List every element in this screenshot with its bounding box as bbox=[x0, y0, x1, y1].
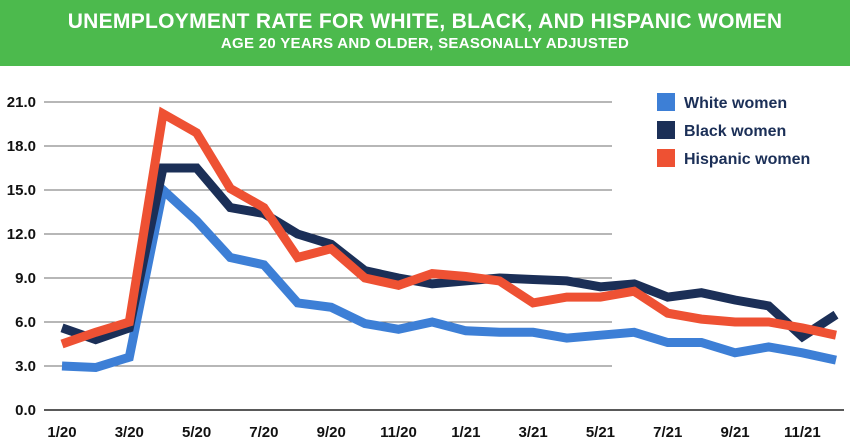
chart-subtitle: AGE 20 YEARS AND OLDER, SEASONALLY ADJUS… bbox=[220, 35, 630, 52]
x-tick-label: 9/21 bbox=[720, 424, 749, 441]
x-tick-label: 11/21 bbox=[784, 424, 821, 441]
y-tick-label: 6.0 bbox=[15, 314, 36, 331]
x-tick-label: 5/20 bbox=[182, 424, 211, 441]
series-line-white-women bbox=[61, 181, 837, 373]
y-tick-label: 3.0 bbox=[15, 358, 36, 375]
legend-swatch bbox=[657, 121, 675, 139]
legend-swatch bbox=[657, 93, 675, 111]
title-banner: UNEMPLOYMENT RATE FOR WHITE, BLACK, AND … bbox=[0, 0, 850, 66]
x-tick-label: 9/20 bbox=[317, 424, 346, 441]
y-tick-label: 12.0 bbox=[7, 226, 36, 243]
y-tick-label: 21.0 bbox=[7, 94, 36, 111]
y-tick-label: 0.0 bbox=[15, 402, 36, 419]
series-line-hispanic-women bbox=[60, 106, 837, 349]
legend-label: Black women bbox=[684, 123, 786, 140]
line-chart: 0.0 3.0 6.0 9.0 12.0 15.0 18.0 21.0 1/20 3/20 5/20… bbox=[7, 93, 844, 441]
x-tick-label: 7/20 bbox=[249, 424, 278, 441]
y-tick-label: 9.0 bbox=[15, 270, 36, 287]
legend-swatch bbox=[657, 149, 675, 167]
y-tick-label: 18.0 bbox=[7, 138, 36, 155]
x-tick-label: 1/20 bbox=[47, 424, 76, 441]
x-tick-label: 3/21 bbox=[519, 424, 548, 441]
x-tick-label: 11/20 bbox=[380, 424, 417, 441]
x-tick-label: 7/21 bbox=[653, 424, 682, 441]
legend-label: Hispanic women bbox=[684, 151, 810, 168]
x-tick-label: 3/20 bbox=[115, 424, 144, 441]
x-tick-label: 1/21 bbox=[451, 424, 480, 441]
chart-title: UNEMPLOYMENT RATE FOR WHITE, BLACK, AND … bbox=[67, 10, 783, 33]
legend-label: White women bbox=[684, 95, 787, 112]
y-tick-label: 15.0 bbox=[7, 182, 36, 199]
series-line-black-women bbox=[60, 163, 839, 345]
x-tick-label: 5/21 bbox=[586, 424, 615, 441]
